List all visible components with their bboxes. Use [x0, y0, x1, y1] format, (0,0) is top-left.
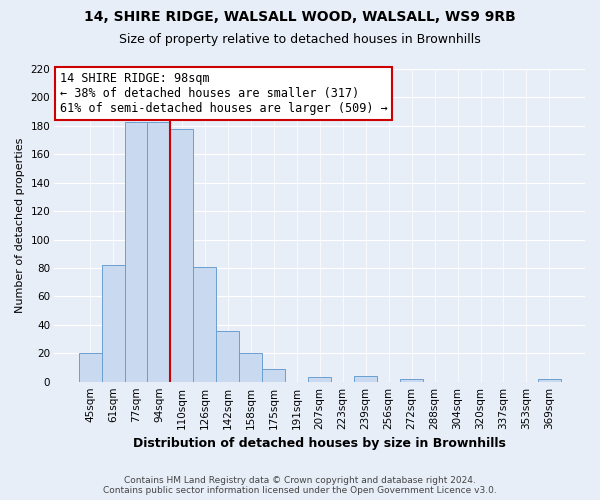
- Bar: [101, 265, 125, 382]
- Bar: [400, 379, 423, 382]
- Bar: [193, 266, 217, 382]
- X-axis label: Distribution of detached houses by size in Brownhills: Distribution of detached houses by size …: [133, 437, 506, 450]
- Bar: [262, 369, 285, 382]
- Bar: [354, 376, 377, 382]
- Y-axis label: Number of detached properties: Number of detached properties: [15, 138, 25, 313]
- Text: Contains HM Land Registry data © Crown copyright and database right 2024.
Contai: Contains HM Land Registry data © Crown c…: [103, 476, 497, 495]
- Text: 14, SHIRE RIDGE, WALSALL WOOD, WALSALL, WS9 9RB: 14, SHIRE RIDGE, WALSALL WOOD, WALSALL, …: [84, 10, 516, 24]
- Text: Size of property relative to detached houses in Brownhills: Size of property relative to detached ho…: [119, 32, 481, 46]
- Bar: [308, 378, 331, 382]
- Bar: [148, 122, 170, 382]
- Bar: [170, 128, 193, 382]
- Bar: [125, 122, 148, 382]
- Bar: [79, 354, 101, 382]
- Bar: [217, 330, 239, 382]
- Bar: [538, 379, 561, 382]
- Bar: [239, 354, 262, 382]
- Text: 14 SHIRE RIDGE: 98sqm
← 38% of detached houses are smaller (317)
61% of semi-det: 14 SHIRE RIDGE: 98sqm ← 38% of detached …: [60, 72, 388, 115]
